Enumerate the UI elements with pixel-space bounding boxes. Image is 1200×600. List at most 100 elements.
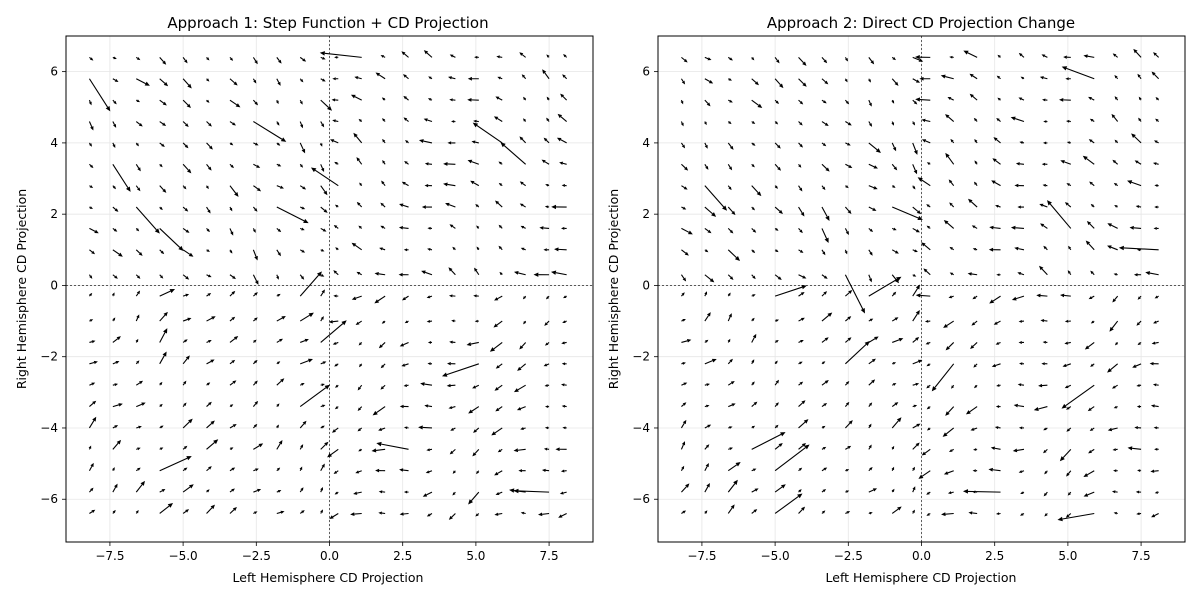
quiver-arrow [538, 512, 550, 517]
quiver-arrow [704, 78, 714, 84]
arrow-shaft [206, 142, 211, 148]
quiver-arrow [382, 138, 386, 144]
arrow-head [924, 319, 929, 323]
arrow-shaft [1087, 342, 1095, 348]
arrow-shaft [844, 206, 850, 212]
quiver-arrow [912, 249, 918, 253]
arrow-head [277, 293, 281, 297]
quiver-arrow [358, 448, 362, 452]
arrow-head [1132, 364, 1137, 368]
arrow-head [321, 383, 325, 387]
arrow-shaft [206, 78, 208, 80]
quiver-arrow [468, 406, 480, 414]
quiver-arrow [448, 76, 456, 80]
arrow-shaft [728, 99, 731, 102]
quiver-arrow [1066, 406, 1072, 410]
quiver-arrow [441, 363, 479, 377]
arrow-head [420, 382, 425, 386]
arrow-head [513, 448, 519, 453]
arrow-head [322, 56, 326, 60]
quiver-arrow [206, 340, 212, 343]
quiver-arrow [299, 185, 307, 190]
arrow-shaft [751, 78, 757, 83]
arrow-head [323, 209, 328, 213]
arrow-head [452, 492, 456, 496]
quiver-arrow [229, 142, 234, 146]
quiver-arrow [489, 342, 503, 352]
quiver-arrow [182, 418, 193, 429]
arrow-shaft [112, 384, 115, 386]
arrow-shaft [892, 227, 894, 230]
arrow-shaft [1065, 363, 1071, 366]
arrow-shaft [704, 78, 711, 83]
quiver-arrow [991, 180, 1001, 187]
arrow-head [187, 317, 192, 321]
arrow-shaft [299, 387, 327, 408]
arrow-shaft [1092, 272, 1095, 276]
quiver-arrow [252, 249, 258, 261]
arrow-head [1067, 492, 1071, 496]
quiver-arrow [399, 468, 409, 472]
arrow-head [802, 61, 807, 66]
arrow-head [943, 471, 949, 475]
arrow-shaft [135, 121, 141, 125]
quiver-arrow [112, 317, 116, 322]
quiver-arrow [544, 384, 550, 387]
arrow-head [1107, 245, 1112, 249]
arrow-head [949, 202, 953, 206]
arrow-shaft [498, 491, 503, 495]
arrow-shaft [951, 248, 955, 251]
arrow-shaft [89, 383, 93, 386]
arrow-head [774, 185, 778, 189]
quiver-arrow [320, 463, 325, 472]
arrow-head [89, 206, 93, 209]
quiver-arrow [1060, 160, 1072, 165]
arrow-head [561, 404, 566, 408]
arrow-head [823, 275, 828, 279]
quiver-arrow [995, 405, 1001, 409]
arrow-head [780, 432, 786, 437]
quiver-arrow [229, 380, 237, 386]
arrow-head [327, 105, 333, 111]
quiver-arrow [681, 510, 687, 514]
arrow-shaft [704, 294, 707, 297]
quiver-arrow [299, 99, 303, 105]
arrow-head [798, 467, 803, 471]
quiver-arrow [1061, 384, 1095, 409]
arrow-shaft [159, 78, 166, 84]
arrow-head [973, 448, 977, 451]
arrow-head [872, 488, 878, 492]
quiver-arrow [299, 420, 307, 429]
arrow-head [489, 347, 496, 352]
quiver-arrow [497, 448, 503, 453]
quiver-arrow [704, 339, 709, 343]
arrow-shaft [774, 445, 781, 450]
arrow-head [516, 407, 522, 411]
arrow-head [913, 100, 918, 105]
arrow-shaft [680, 78, 684, 82]
arrow-head [563, 54, 567, 58]
quiver-arrow [449, 54, 456, 58]
quiver-arrow [563, 295, 567, 299]
arrow-shaft [159, 249, 163, 253]
arrow-shaft [159, 426, 162, 429]
arrow-head [751, 425, 756, 429]
arrow-head [474, 319, 478, 323]
quiver-arrow [1153, 426, 1159, 430]
quiver-arrow [774, 379, 780, 386]
arrow-shaft [868, 274, 871, 280]
quiver-arrow [868, 228, 874, 233]
arrow-shaft [547, 295, 550, 298]
quiver-arrow [88, 274, 93, 279]
arrow-head [163, 328, 168, 334]
arrow-shaft [951, 204, 955, 208]
quiver-arrow [475, 204, 480, 208]
quiver-arrow [1083, 491, 1095, 497]
arrow-head [1113, 511, 1117, 515]
arrow-head [544, 426, 549, 430]
quiver-arrow [751, 274, 756, 280]
arrow-head [254, 255, 258, 261]
quiver-arrow [399, 512, 409, 516]
arrow-shaft [450, 269, 456, 276]
quiver-arrow [798, 467, 803, 472]
